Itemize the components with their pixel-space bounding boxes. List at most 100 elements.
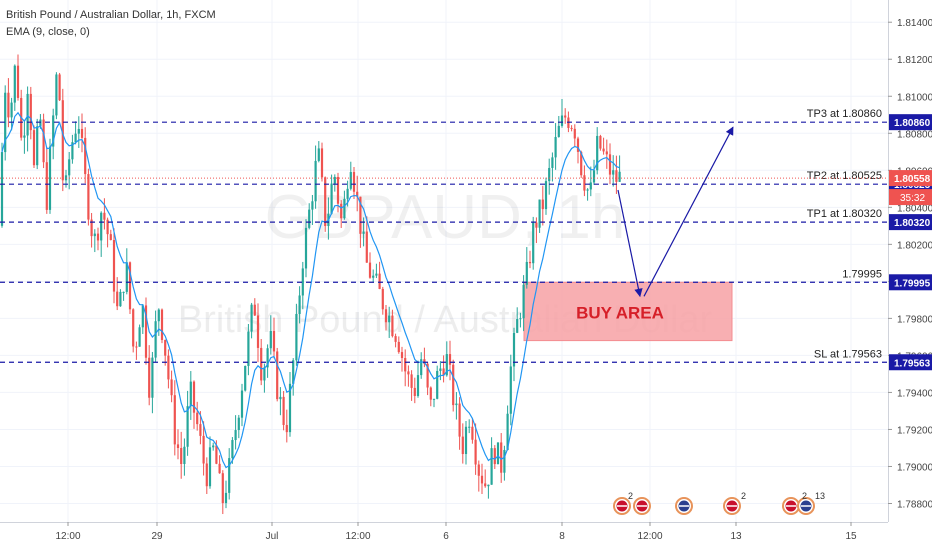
candle-body [218,463,221,474]
candle-body [324,177,327,227]
price-tick-label: 1.80400 [897,203,932,214]
candle-body [42,119,45,163]
candle-body [493,448,496,465]
time-tick-label: 8 [559,531,565,542]
candle-body [170,379,173,396]
candle-body [544,181,548,210]
candle-body [618,171,621,182]
candle-body [148,357,151,398]
candle-body [400,352,404,358]
candle-body [554,136,557,158]
candle-body [397,341,400,353]
candle-body [205,463,208,487]
candle-body [157,309,160,322]
candle-body [263,367,266,381]
candle-body [77,128,80,134]
price-tick-label: 1.81400 [897,18,932,29]
level-label: SL at 1.79563 [814,348,882,360]
candle-body [196,412,199,425]
time-tick-label: 13 [730,531,742,542]
candle-body [576,138,580,152]
candle-body [359,196,362,234]
candle-body [407,371,410,375]
level-price-tag-text: 1.79563 [894,358,931,369]
candle-body [39,119,42,127]
candle-body [436,370,439,399]
event-count: 2 [741,491,746,501]
projection-arrows [617,126,734,298]
candle-body [608,154,612,175]
indicator-label[interactable]: EMA (9, close, 0) [6,26,90,38]
candle-body [394,336,397,342]
candle-body [285,424,288,433]
price-tick-label: 1.79800 [897,314,932,325]
candle-body [135,346,138,348]
candle-body [320,148,324,178]
candle-body [352,172,356,192]
time-axis[interactable]: 12:00 29 Jul 12:00 6 8 12:00 13 15 [0,522,888,542]
time-tick-label: 6 [443,531,449,542]
candle-body [189,381,192,407]
candle-body [221,473,224,504]
candle-body [237,417,240,431]
event-icons[interactable]: 2 2 2 13 [613,491,825,515]
candle-body [45,162,48,210]
level-price-tag-text: 1.79995 [894,278,931,289]
ema-path [1,111,620,469]
event-count: 2 [628,491,633,501]
candle-body [557,125,560,137]
candle-body [100,212,103,241]
candle-body [599,135,602,149]
candle-body [602,148,605,152]
candle-body [570,127,573,129]
candle-body [388,315,391,323]
candle-body [192,381,196,413]
candle-body [212,445,215,448]
candle-body [522,284,525,319]
candle-body [404,357,407,372]
price-axis[interactable]: 1.814001.812001.810001.808001.806001.804… [888,0,932,550]
level-label: TP3 at 1.80860 [807,108,882,120]
candle-body [301,268,304,296]
candle-body [144,305,148,358]
level-price-tag [889,214,932,231]
candle-body [535,222,538,228]
candle-body [452,364,455,406]
candle-body [346,188,349,199]
arrow-up [643,126,734,297]
candle-body [496,442,500,465]
candle-body [215,445,218,464]
candle-body [224,492,228,504]
candle-body [84,137,87,175]
candle-body [474,439,477,465]
candle-body [173,395,176,445]
candle-body [167,355,170,380]
candle-body [512,332,516,367]
candle-body [141,305,144,328]
candle-body [548,167,551,182]
candle-body [106,219,109,235]
candle-body [420,359,423,376]
candlestick-series [0,54,621,515]
current-price-tag [889,170,932,187]
candle-body [228,458,231,493]
candle-body [186,406,189,447]
candle-body [132,309,135,347]
event-count: 13 [815,491,825,501]
candle-body [13,65,16,103]
countdown-text: 35:32 [900,193,925,204]
candle-body [90,219,93,237]
chart-title: British Pound / Australian Dollar, 1h, F… [6,9,216,21]
candle-body [253,304,256,316]
candle-body [128,262,132,310]
candle-body [269,330,272,349]
ema-line [1,111,620,469]
candle-body [528,261,532,264]
candle-body [71,142,74,160]
candle-body [276,351,279,400]
countdown-tag [889,189,932,206]
candle-body [260,347,263,381]
candle-body [240,390,244,418]
